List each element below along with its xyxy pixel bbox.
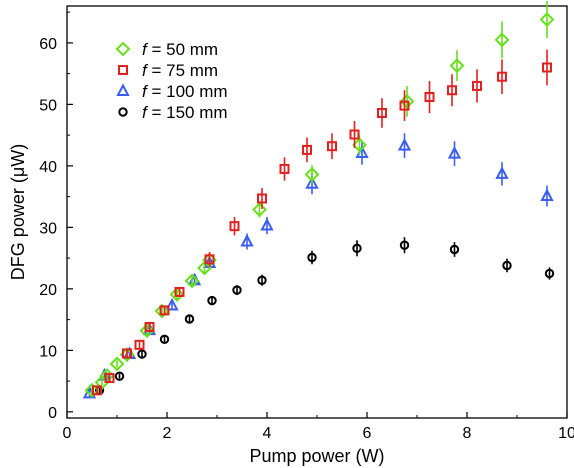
data-point xyxy=(377,107,387,118)
data-point xyxy=(397,137,412,151)
data-point xyxy=(279,163,290,174)
legend-entry: f = 50 mm xyxy=(115,40,218,59)
data-point xyxy=(495,166,509,179)
data-point xyxy=(494,32,510,48)
data-point xyxy=(472,80,482,91)
data-point xyxy=(349,129,360,140)
data-point xyxy=(84,382,100,398)
legend-entry: f = 75 mm xyxy=(118,61,218,80)
data-point xyxy=(544,268,555,279)
legend-label: f = 150 mm xyxy=(142,103,228,122)
y-tick-label: 50 xyxy=(39,97,57,114)
data-point xyxy=(257,193,267,204)
data-point xyxy=(109,356,125,372)
data-point xyxy=(207,295,217,306)
data-point xyxy=(399,240,410,250)
y-tick-label: 60 xyxy=(39,36,57,53)
data-point xyxy=(137,349,147,359)
data-point xyxy=(260,217,274,231)
data-point xyxy=(184,314,195,324)
data-point xyxy=(169,286,185,302)
data-point xyxy=(204,254,215,265)
data-point xyxy=(449,58,465,74)
legend-label: f = 75 mm xyxy=(142,61,218,80)
data-point xyxy=(399,100,410,111)
data-point xyxy=(307,252,317,263)
x-tick-label: 8 xyxy=(463,425,472,442)
data-point xyxy=(449,244,460,255)
y-tick-label: 40 xyxy=(39,159,57,176)
data-point xyxy=(134,339,145,350)
legend-entry: f = 150 mm xyxy=(118,103,228,122)
data-point xyxy=(327,141,337,152)
data-point xyxy=(352,137,367,153)
data-point xyxy=(447,145,462,159)
data-point xyxy=(540,188,554,202)
data-point xyxy=(154,303,170,319)
data-point xyxy=(497,71,507,82)
data-point xyxy=(144,321,155,332)
data-points xyxy=(82,1,555,399)
data-point xyxy=(305,176,319,189)
data-point xyxy=(159,334,170,344)
data-point xyxy=(184,273,200,289)
data-point xyxy=(502,260,512,271)
x-axis-title: Pump power (W) xyxy=(249,446,384,466)
data-point xyxy=(240,233,254,247)
y-axis-title: DFG power (μW) xyxy=(8,144,28,280)
data-point xyxy=(257,275,267,285)
y-tick-label: 20 xyxy=(39,282,57,299)
y-tick-label: 0 xyxy=(48,405,57,422)
x-tick-label: 2 xyxy=(163,425,172,442)
data-point xyxy=(174,286,185,297)
x-tick-label: 6 xyxy=(363,425,372,442)
legend-marker xyxy=(115,41,131,57)
data-point xyxy=(447,85,457,96)
legend-marker xyxy=(118,65,128,75)
data-point xyxy=(159,305,170,316)
x-axis-ticks: 0 2 4 6 8 10 xyxy=(63,412,574,442)
data-point xyxy=(139,323,155,339)
data-point xyxy=(232,285,242,295)
data-point xyxy=(165,297,179,311)
data-point xyxy=(104,373,115,384)
data-point xyxy=(424,92,435,103)
series-diamond xyxy=(84,1,555,398)
data-point xyxy=(539,12,555,27)
x-tick-label: 0 xyxy=(63,425,72,442)
data-point xyxy=(252,202,267,217)
legend: f = 50 mm f = 75 mm f = 100 mm f = 150 mm xyxy=(115,40,228,122)
data-point xyxy=(229,221,240,232)
legend-marker xyxy=(116,83,130,96)
data-point xyxy=(542,62,552,73)
series-square xyxy=(92,49,552,396)
data-point xyxy=(399,93,415,109)
legend-label: f = 50 mm xyxy=(142,40,218,59)
y-tick-label: 30 xyxy=(39,220,57,237)
x-tick-label: 10 xyxy=(558,425,574,442)
axes: 0 2 4 6 8 10 0 10 20 30 40 50 60 Pump power (W) DFG… xyxy=(8,5,574,466)
data-point xyxy=(114,371,125,381)
y-axis-ticks: 0 10 20 30 40 50 60 xyxy=(39,11,73,422)
series-triangle xyxy=(82,133,554,399)
data-point xyxy=(302,144,312,155)
legend-label: f = 100 mm xyxy=(142,82,228,101)
legend-entry: f = 100 mm xyxy=(116,82,228,101)
x-tick-label: 4 xyxy=(263,425,272,442)
data-point xyxy=(304,167,320,182)
data-point xyxy=(352,243,362,253)
series-circle xyxy=(94,237,555,396)
y-tick-label: 10 xyxy=(39,343,57,360)
legend-marker xyxy=(118,107,128,117)
data-point xyxy=(92,385,102,396)
data-point xyxy=(122,348,132,359)
